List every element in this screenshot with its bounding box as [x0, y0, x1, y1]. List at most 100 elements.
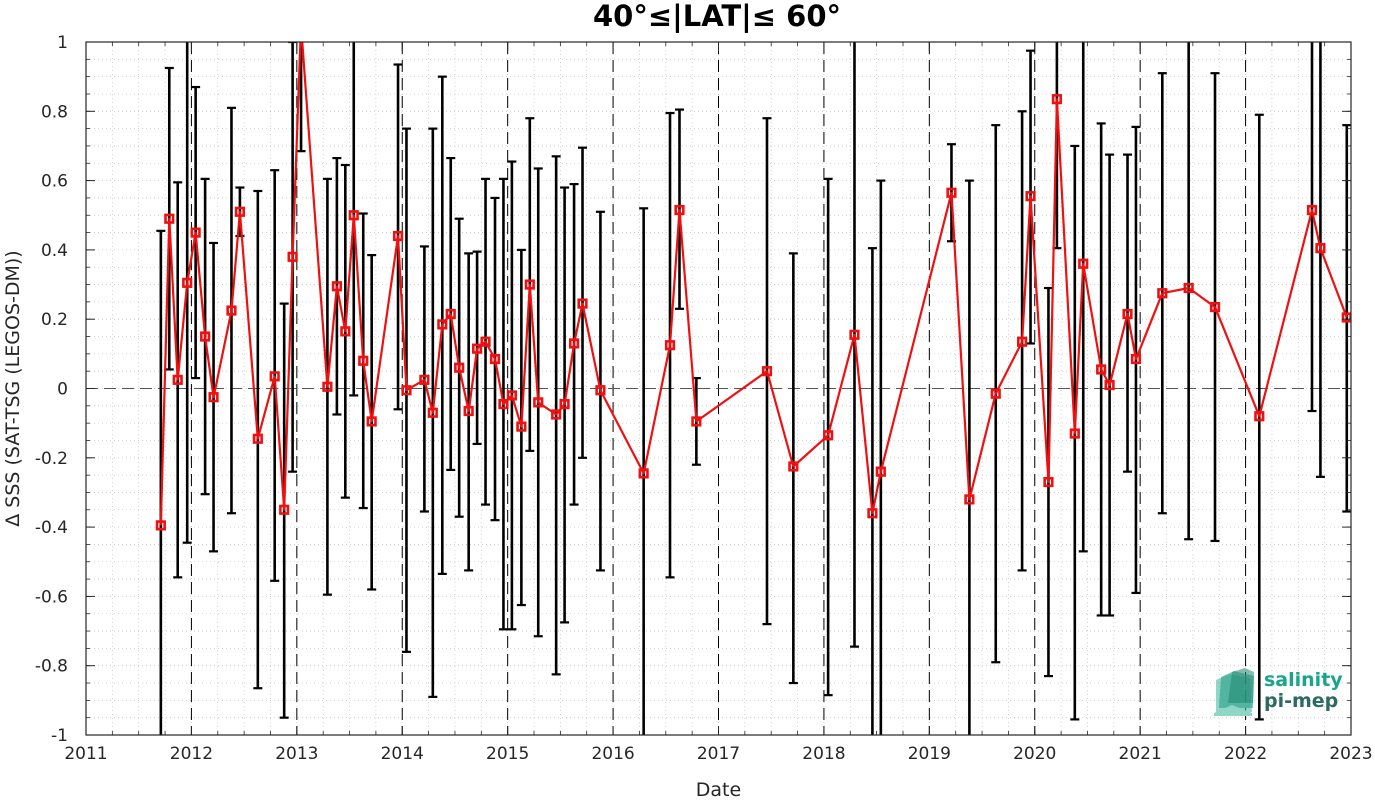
data-point: [674, 204, 685, 216]
logo-mark-icon: [1214, 668, 1254, 716]
data-point: [551, 409, 562, 420]
x-tick-label: 2017: [697, 744, 740, 764]
data-point: [454, 362, 465, 373]
data-point: [1016, 336, 1028, 347]
plot-area: 2011 2012 2013 2014 2015 2016 2017 2018 2019 2020…: [2, 33, 1373, 801]
x-tick-label: 2019: [908, 744, 951, 764]
data-point: [638, 468, 649, 479]
x-tick-label: 2023: [1329, 744, 1372, 764]
data-layer: [155, 42, 1351, 735]
data-point: [516, 421, 527, 432]
data-point: [419, 374, 430, 385]
series-line: [159, 42, 1348, 526]
data-point: [164, 213, 175, 224]
data-point: [366, 416, 377, 427]
data-point: [1122, 308, 1133, 320]
data-point: [172, 374, 183, 385]
data-point: [946, 187, 957, 198]
data-point: [559, 398, 570, 410]
data-point: [200, 331, 211, 342]
data-point: [489, 353, 501, 365]
logo-text-pimep: pi-mep: [1264, 690, 1338, 712]
data-point: [226, 305, 237, 316]
data-point: [524, 279, 535, 290]
data-point: [1209, 301, 1221, 313]
x-tick-label: 2018: [802, 744, 845, 764]
y-tick-label: 0.8: [41, 102, 68, 122]
y-tick-label: -0.6: [35, 587, 68, 607]
x-tick-label: 2015: [486, 744, 529, 764]
data-point: [1043, 476, 1054, 488]
data-point: [427, 407, 438, 418]
x-tick-label: 2020: [1013, 744, 1056, 764]
y-axis-title: Δ SSS (SAT-TSG (LEGOS-DM)): [2, 250, 24, 526]
data-point: [287, 251, 298, 262]
data-point: [1069, 428, 1080, 439]
y-tick-label: 0.2: [41, 310, 68, 330]
data-point: [867, 508, 878, 519]
data-point: [234, 206, 246, 217]
data-point: [269, 371, 280, 382]
data-point: [691, 416, 702, 427]
x-tick-label: 2016: [591, 744, 634, 764]
y-tick-label: 0: [57, 380, 68, 400]
x-tick-label: 2014: [381, 744, 424, 764]
data-point: [480, 336, 491, 347]
data-point: [190, 227, 201, 238]
data-point: [437, 319, 448, 330]
salinity-pi-mep-logo: salinity pi-mep: [1214, 668, 1343, 716]
ticks: [85, 41, 1352, 736]
data-point: [155, 520, 166, 531]
data-point: [252, 433, 263, 444]
data-point: [664, 340, 676, 351]
data-point: [990, 388, 1001, 399]
y-tick-label: 1: [57, 33, 68, 53]
data-point: [208, 392, 219, 403]
data-point: [1104, 379, 1115, 391]
data-point: [761, 366, 773, 377]
data-point: [1096, 364, 1107, 375]
data-point: [533, 397, 544, 408]
y-tick-label: 0.4: [41, 241, 68, 261]
y-tick-label: 0.6: [41, 172, 68, 192]
x-axis-title: Date: [696, 779, 741, 801]
data-point: [1078, 258, 1089, 269]
markers: [155, 94, 1351, 531]
data-point: [182, 277, 193, 288]
y-tick-label: -0.8: [35, 657, 68, 677]
data-point: [445, 308, 456, 320]
y-tick-label: -1: [51, 726, 68, 746]
y-tick-label: -0.4: [35, 518, 68, 538]
data-point: [595, 385, 606, 396]
x-tick-label: 2013: [275, 744, 318, 764]
data-point: [568, 338, 580, 349]
y-tick-label: -0.2: [35, 449, 68, 469]
x-tick-label: 2021: [1119, 744, 1162, 764]
data-point: [1315, 243, 1326, 254]
logo-text-salinity: salinity: [1264, 669, 1343, 691]
data-point: [279, 504, 290, 515]
data-point: [392, 230, 404, 242]
data-point: [577, 298, 588, 309]
data-point: [1130, 353, 1142, 365]
data-point: [1025, 191, 1036, 202]
data-point: [964, 494, 975, 505]
data-point: [823, 430, 834, 441]
data-point: [331, 281, 342, 292]
x-tick-label: 2012: [170, 744, 213, 764]
data-point: [322, 381, 333, 392]
data-point: [1254, 411, 1265, 422]
data-point: [340, 326, 351, 337]
data-point: [875, 466, 886, 477]
data-point: [1306, 204, 1318, 216]
data-point: [471, 343, 483, 354]
data-point: [348, 210, 359, 221]
data-point: [358, 355, 369, 366]
data-point: [463, 405, 474, 417]
data-point: [849, 329, 860, 340]
data-point: [1051, 94, 1062, 105]
data-point: [506, 390, 517, 401]
chart-title: 40°≤|LAT|≤ 60°: [593, 0, 841, 33]
data-point: [788, 461, 799, 472]
data-point: [401, 385, 412, 396]
